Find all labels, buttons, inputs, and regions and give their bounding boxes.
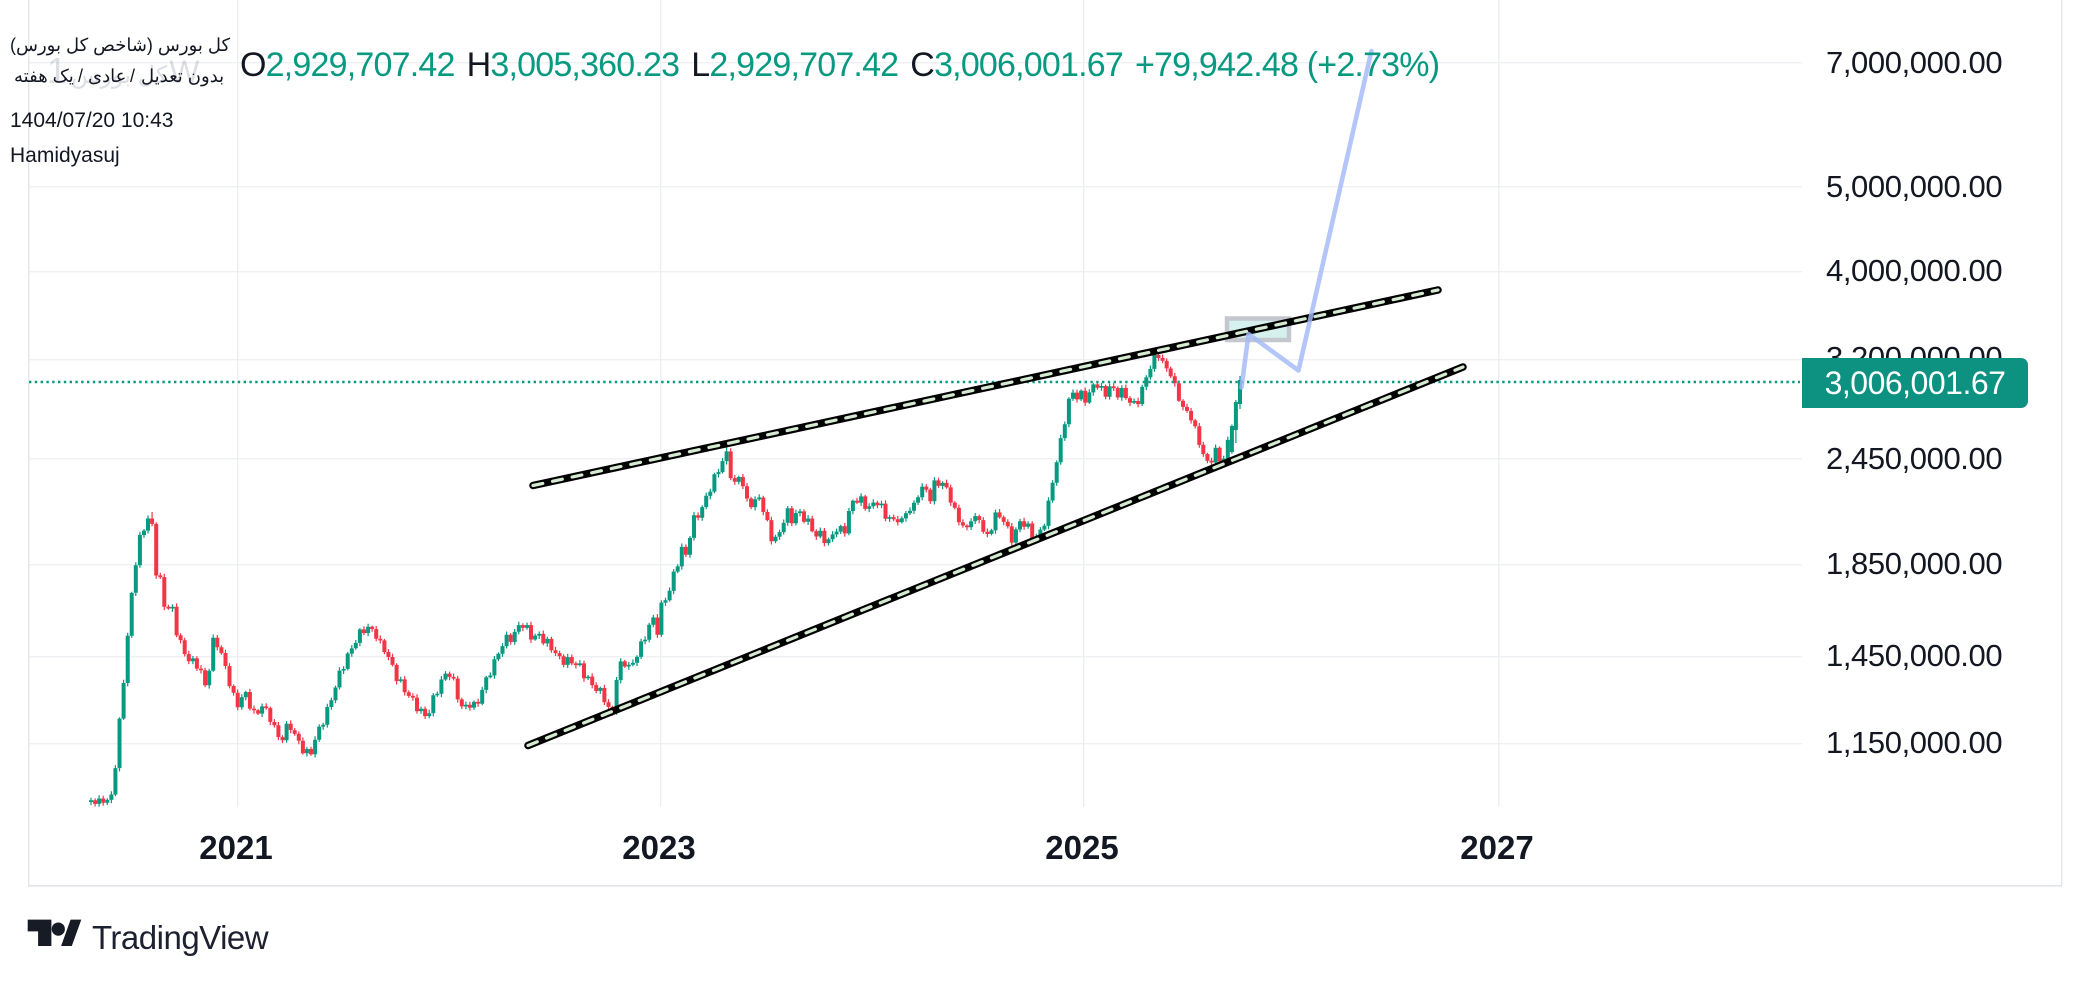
svg-text:2021: 2021: [199, 829, 272, 866]
svg-text:3,006,001.67: 3,006,001.67: [1825, 365, 2006, 401]
svg-text:5,000,000.00: 5,000,000.00: [1826, 169, 2002, 204]
svg-text:1,150,000.00: 1,150,000.00: [1826, 725, 2002, 760]
svg-text:2025: 2025: [1045, 829, 1118, 866]
svg-text:2023: 2023: [622, 829, 695, 866]
svg-text:2027: 2027: [1460, 829, 1533, 866]
svg-text:TradingView: TradingView: [92, 919, 269, 956]
svg-text:1,850,000.00: 1,850,000.00: [1826, 546, 2002, 581]
svg-text:1,450,000.00: 1,450,000.00: [1826, 638, 2002, 673]
svg-text:7,000,000.00: 7,000,000.00: [1826, 45, 2002, 80]
svg-text:2,450,000.00: 2,450,000.00: [1826, 441, 2002, 476]
svg-text:4,000,000.00: 4,000,000.00: [1826, 253, 2002, 288]
